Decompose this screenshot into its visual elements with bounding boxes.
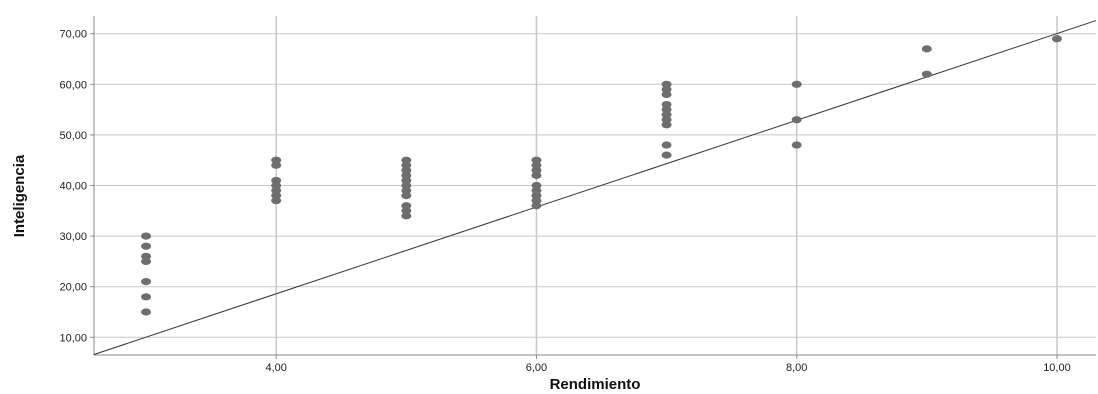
data-point: [141, 242, 152, 250]
data-point: [401, 212, 412, 220]
x-tick-label: 10,00: [1043, 362, 1071, 374]
data-point: [661, 106, 672, 114]
data-point: [271, 186, 282, 195]
axes-layer: [90, 16, 1096, 359]
data-point: [531, 156, 542, 164]
data-point: [401, 202, 412, 210]
data-point: [661, 151, 672, 159]
labels-layer: 10,00 20,00 30,00 40,00 50,00 60,00 70,00 4,00 6…: [59, 29, 1070, 374]
data-point: [271, 197, 282, 205]
data-point: [141, 257, 152, 265]
x-tick-label: 6,00: [526, 362, 547, 374]
data-point: [531, 192, 542, 200]
y-tick-label: 30,00: [59, 231, 87, 243]
fit-layer: [93, 20, 1097, 355]
data-point: [401, 181, 412, 190]
data-point: [401, 156, 412, 164]
data-point: [661, 90, 672, 99]
points-layer: [141, 35, 1062, 316]
y-tick-label: 20,00: [59, 282, 87, 294]
data-point: [531, 202, 542, 210]
data-point: [401, 186, 412, 195]
x-tick-label: 4,00: [265, 362, 286, 374]
data-point: [271, 156, 282, 164]
y-tick-label: 50,00: [59, 130, 87, 142]
data-point: [661, 100, 672, 109]
data-point: [141, 232, 152, 240]
data-point: [271, 192, 282, 200]
data-point: [791, 116, 802, 124]
y-axis-title: Inteligencia: [11, 154, 28, 237]
data-point: [1051, 35, 1062, 43]
data-point: [661, 141, 672, 149]
data-point: [401, 171, 412, 179]
fit-line: [93, 20, 1097, 355]
data-point: [401, 166, 412, 174]
data-point: [661, 80, 672, 88]
data-point: [531, 166, 542, 174]
data-point: [531, 171, 542, 179]
data-point: [141, 308, 152, 316]
data-point: [661, 111, 672, 119]
data-point: [921, 45, 932, 53]
data-point: [531, 186, 542, 195]
data-point: [661, 121, 672, 129]
data-point: [141, 278, 152, 286]
x-axis-title: Rendimiento: [550, 376, 641, 393]
data-point: [401, 192, 412, 200]
data-point: [661, 85, 672, 93]
y-tick-label: 40,00: [59, 181, 87, 193]
data-point: [141, 293, 152, 301]
data-point: [141, 252, 152, 260]
data-point: [271, 161, 282, 169]
data-point: [401, 176, 412, 185]
data-point: [271, 181, 282, 190]
data-point: [791, 141, 802, 149]
data-point: [791, 80, 802, 88]
y-tick-label: 10,00: [59, 332, 87, 344]
data-point: [401, 207, 412, 215]
data-point: [661, 116, 672, 124]
data-point: [271, 176, 282, 185]
data-point: [401, 161, 412, 169]
data-point: [531, 161, 542, 169]
data-point: [531, 197, 542, 205]
y-tick-label: 60,00: [59, 79, 87, 91]
grid-layer: [94, 16, 1096, 355]
data-point: [531, 181, 542, 190]
data-point: [921, 70, 932, 78]
y-tick-label: 70,00: [59, 29, 87, 41]
x-tick-label: 8,00: [786, 362, 807, 374]
